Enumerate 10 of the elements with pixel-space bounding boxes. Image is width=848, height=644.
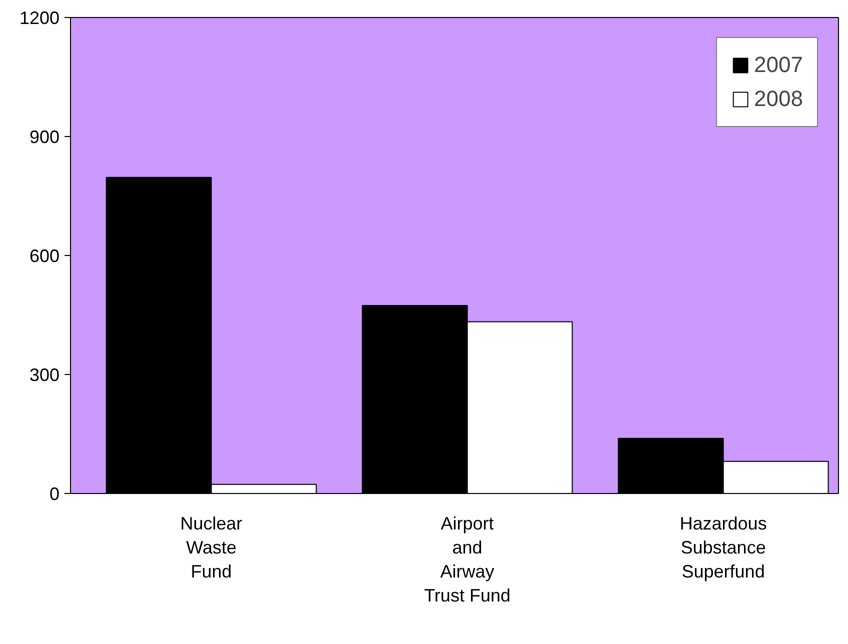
y-tick-label: 0 <box>49 484 60 504</box>
y-tick-label: 300 <box>29 365 60 385</box>
y-tick-label: 600 <box>29 246 60 266</box>
x-tick-label: Hazardous Substance Superfund <box>680 514 767 582</box>
x-tick-label: Nuclear Waste Fund <box>180 514 242 582</box>
y-tick-label: 1200 <box>19 8 60 28</box>
x-tick-label: Airport and Airway Trust Fund <box>424 514 510 606</box>
y-tick-label: 900 <box>29 127 60 147</box>
legend-label: 2008 <box>754 86 803 112</box>
legend-label: 2007 <box>754 52 803 78</box>
